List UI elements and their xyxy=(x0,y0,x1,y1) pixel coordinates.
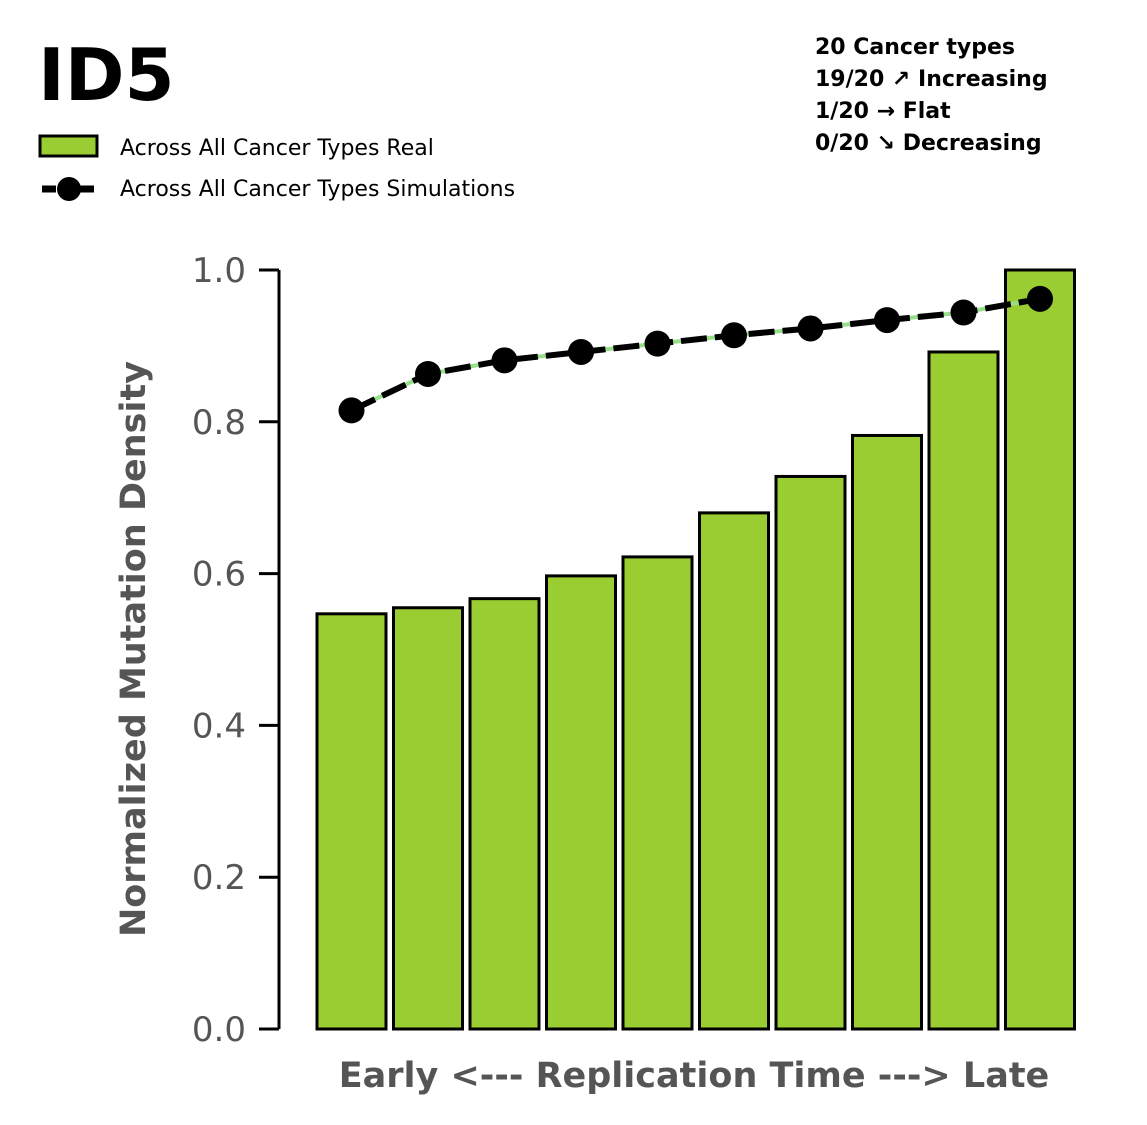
simulation-point-7 xyxy=(874,307,900,334)
bar-2 xyxy=(468,597,541,1031)
bars xyxy=(315,268,1076,1031)
x-axis-label: Early <--- Replication Time ---> Late xyxy=(339,1056,1050,1096)
y-axis-label: Normalized Mutation Density xyxy=(114,361,154,937)
simulation-line xyxy=(350,295,1041,414)
legend-label-real: Across All Cancer Types Real xyxy=(120,136,434,161)
bar-3 xyxy=(545,574,617,1031)
simulation-point-9 xyxy=(1027,285,1053,312)
y-axis: 0.0 0.2 0.4 0.6 0.8 1.0 xyxy=(192,251,281,1050)
bar-1 xyxy=(392,606,464,1031)
bar-8 xyxy=(927,350,1000,1031)
simulation-point-2 xyxy=(491,347,518,374)
y-tick-label-1: 0.2 xyxy=(192,858,246,898)
bar-6 xyxy=(774,474,847,1031)
chart-title: ID5 xyxy=(38,33,175,117)
simulation-point-6 xyxy=(797,315,824,342)
stat-flat: 1/20 → Flat xyxy=(815,99,951,124)
bar-4 xyxy=(621,555,694,1031)
bar-9 xyxy=(1004,268,1076,1031)
simulation-series xyxy=(338,285,1053,424)
legend-swatch-real xyxy=(38,134,99,158)
simulation-point-0 xyxy=(338,397,365,424)
trend-stats: 20 Cancer types 19/20 ↗ Increasing 1/20 … xyxy=(815,35,1048,156)
legend-swatch-simulations-marker xyxy=(57,177,81,201)
simulation-point-1 xyxy=(415,360,441,387)
simulation-point-5 xyxy=(721,322,747,349)
simulation-point-8 xyxy=(950,299,977,326)
y-tick-label-2: 0.4 xyxy=(192,706,246,746)
y-tick-label-0: 0.0 xyxy=(192,1010,246,1050)
stat-decreasing: 0/20 ↘ Decreasing xyxy=(815,131,1042,156)
bar-5 xyxy=(698,511,770,1031)
y-tick-label-5: 1.0 xyxy=(192,251,246,291)
stat-total: 20 Cancer types xyxy=(815,35,1015,60)
legend: Across All Cancer Types Real Across All … xyxy=(38,134,515,202)
y-tick-label-3: 0.6 xyxy=(192,555,246,595)
legend-label-simulations: Across All Cancer Types Simulations xyxy=(120,177,515,202)
bar-7 xyxy=(851,433,923,1031)
stat-increasing: 19/20 ↗ Increasing xyxy=(815,67,1048,92)
simulation-point-4 xyxy=(644,330,671,357)
bar-0 xyxy=(315,612,388,1031)
simulation-point-3 xyxy=(568,338,594,365)
y-tick-label-4: 0.8 xyxy=(192,403,246,443)
